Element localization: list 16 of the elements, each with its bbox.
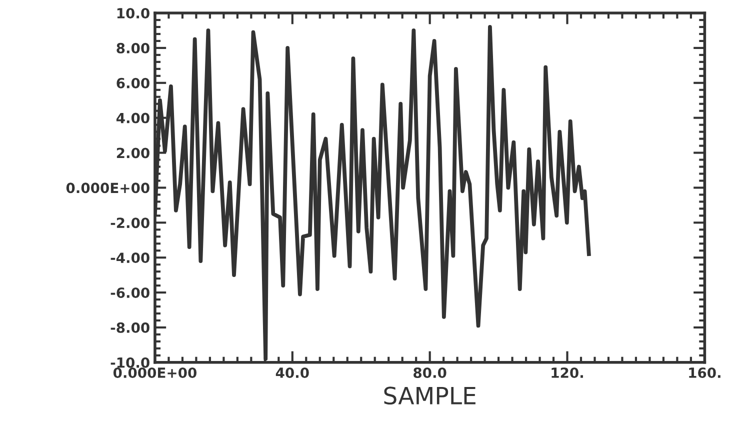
y-tick-label: -10.0 (110, 357, 150, 368)
x-axis-title: SAMPLE (384, 386, 476, 405)
y-tick-label: -6.00 (110, 287, 150, 298)
y-tick-label: 2.00 (116, 148, 150, 158)
y-tick-label: -2.00 (110, 218, 150, 228)
y-tick-label: -8.00 (110, 322, 150, 333)
y-tick-label: 10.0 (117, 8, 150, 18)
y-tick-label: 4.00 (116, 112, 150, 124)
x-tick-label: 160. (689, 367, 720, 378)
x-tick-label: 80.0 (414, 367, 446, 378)
y-tick-label: 0.000E+00 (66, 182, 150, 194)
x-tick-label: 120. (552, 367, 583, 378)
x-tick-label: 40.0 (276, 367, 309, 378)
y-tick-label: 8.00 (116, 42, 150, 54)
y-tick-label: -4.00 (110, 252, 150, 264)
y-tick-label: 6.00 (116, 78, 150, 88)
